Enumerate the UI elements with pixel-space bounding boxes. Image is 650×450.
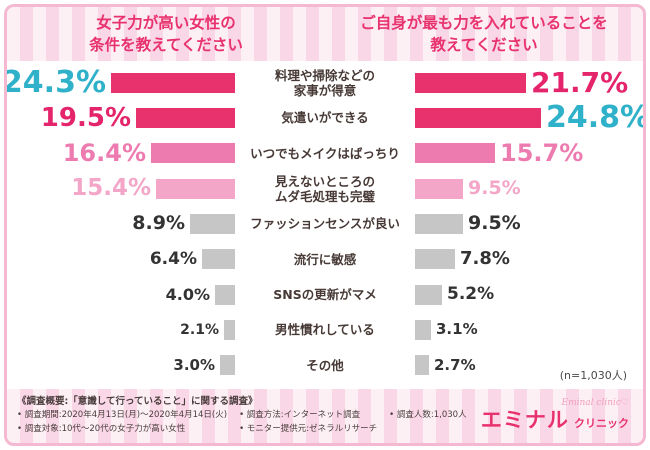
left-value-label: 2.1% [180,321,219,338]
category-label: SNSの更新がマメ [273,287,377,303]
survey-note: • モニター提供元:ゼネラルリサーチ [239,424,378,434]
left-value-label: 15.4% [71,175,151,202]
left-bar [202,249,235,270]
left-value-label: 6.4% [149,248,197,269]
chart-row: 6.4% 流行に敏感 7.8% [15,242,635,277]
category-label: その他 [306,357,344,373]
chart-row: 8.9% ファッションセンスが良い 9.5% [15,206,635,241]
chart-row: 3.0% その他 2.7% [15,348,635,383]
left-value-label: 24.3% [4,64,106,100]
right-bar [415,355,429,376]
sample-size-label: (n=1,030人) [559,369,627,382]
logo-main-text: エミナル [480,408,569,432]
right-bar [415,249,455,270]
footer: 《調査概要:「意識して行っていること」に関する調査》 • 調査期間:2020年4… [7,389,643,443]
right-value-label: 21.7% [531,65,629,99]
survey-overview-title: 《調査概要:「意識して行っていること」に関する調査》 [17,396,258,408]
header: 女子力が高い女性の 条件を教えてください ご自身が最も力を入れていることを 教え… [7,7,643,61]
right-value-label: 9.5% [468,212,521,235]
right-value-label: 5.2% [447,284,495,305]
left-bar [156,178,235,199]
survey-note: • 調査期間:2020年4月13日(月)〜2020年4月14日(火) [17,410,228,421]
left-value-label: 4.0% [165,284,210,304]
right-value-label: 15.7% [500,139,584,168]
left-bar [151,143,235,164]
category-label: 見えないところの ムダ毛処理も完璧 [274,173,375,204]
right-bar [415,143,495,164]
bar-chart: 24.3% 料理や掃除などの 家事が得意 21.7% 19.5% 気遣いができる 24.8… [7,61,643,389]
left-value-label: 16.4% [62,139,146,168]
left-value-label: 8.9% [132,212,185,235]
chart-row: 2.1% 男性慣れしている 3.1% [15,312,635,347]
category-label: 料理や掃除などの 家事が得意 [274,67,375,98]
right-value-label: 7.8% [460,248,510,270]
right-bar [415,319,431,340]
left-value-label: 3.0% [173,355,215,374]
right-value-label: 24.8% [546,99,646,135]
survey-note-column: • 調査期間:2020年4月13日(月)〜2020年4月14日(火) • 調査対象… [17,409,227,436]
left-bar [136,107,235,128]
left-bar [224,319,235,340]
category-label: 流行に敏感 [293,251,357,267]
left-value-label: 19.5% [40,102,131,133]
left-bar [190,213,235,234]
category-label: ファッションセンスが良い [250,216,400,232]
chart-rows: 24.3% 料理や掃除などの 家事が得意 21.7% 19.5% 気遣いができる 24.8… [7,65,643,383]
survey-note-column: • 調査方法:インターネット調査 • モニター提供元:ゼネラルリサーチ [239,409,377,436]
logo-script-text: Eminal clinic♡ [561,398,629,408]
survey-note: • 調査方法:インターネット調査 [239,410,361,421]
category-label: 気遣いができる [281,110,369,126]
right-question-title: ご自身が最も力を入れていることを 教えてください [360,13,608,54]
survey-note-column: • 調査人数:1,030人 [389,409,466,436]
left-question-title: 女子力が高い女性の 条件を教えてください [89,13,243,54]
chart-row: 4.0% SNSの更新がマメ 5.2% [15,277,635,312]
chart-row: 15.4% 見えないところの ムダ毛処理も完璧 9.5% [15,171,635,206]
logo-sub-text: クリニック [574,417,629,430]
right-value-label: 3.1% [436,320,478,339]
category-label: 男性慣れしている [275,322,375,338]
survey-notes: • 調査期間:2020年4月13日(月)〜2020年4月14日(火) • 調査対象… [17,409,467,436]
right-value-label: 9.5% [468,177,521,200]
right-bar [415,107,541,128]
survey-note: • 調査対象:10代〜20代の女子力が高い女性 [17,424,186,434]
right-bar [415,213,463,234]
clinic-logo: Eminal clinic♡ エミナル クリニック [481,399,633,431]
right-bar [415,284,442,305]
chart-row: 16.4% いつでもメイクはばっちり 15.7% [15,136,635,171]
logo-main-row: エミナル クリニック [481,410,629,431]
right-value-label: 2.7% [434,355,476,374]
category-label: いつでもメイクはばっちり [250,145,400,161]
left-bar [220,355,235,376]
left-bar [111,72,235,93]
survey-overview: 《調査概要:「意識して行っていること」に関する調査》 • 調査期間:2020年4… [17,393,467,436]
chart-row: 19.5% 気遣いができる 24.8% [15,100,643,135]
right-bar [415,178,463,199]
right-bar [415,72,526,93]
left-bar [215,284,235,305]
chart-row: 24.3% 料理や掃除などの 家事が得意 21.7% [7,65,635,100]
survey-note: • 調査人数:1,030人 [389,410,467,421]
content-frame: 女子力が高い女性の 条件を教えてください ご自身が最も力を入れていることを 教え… [4,4,646,446]
